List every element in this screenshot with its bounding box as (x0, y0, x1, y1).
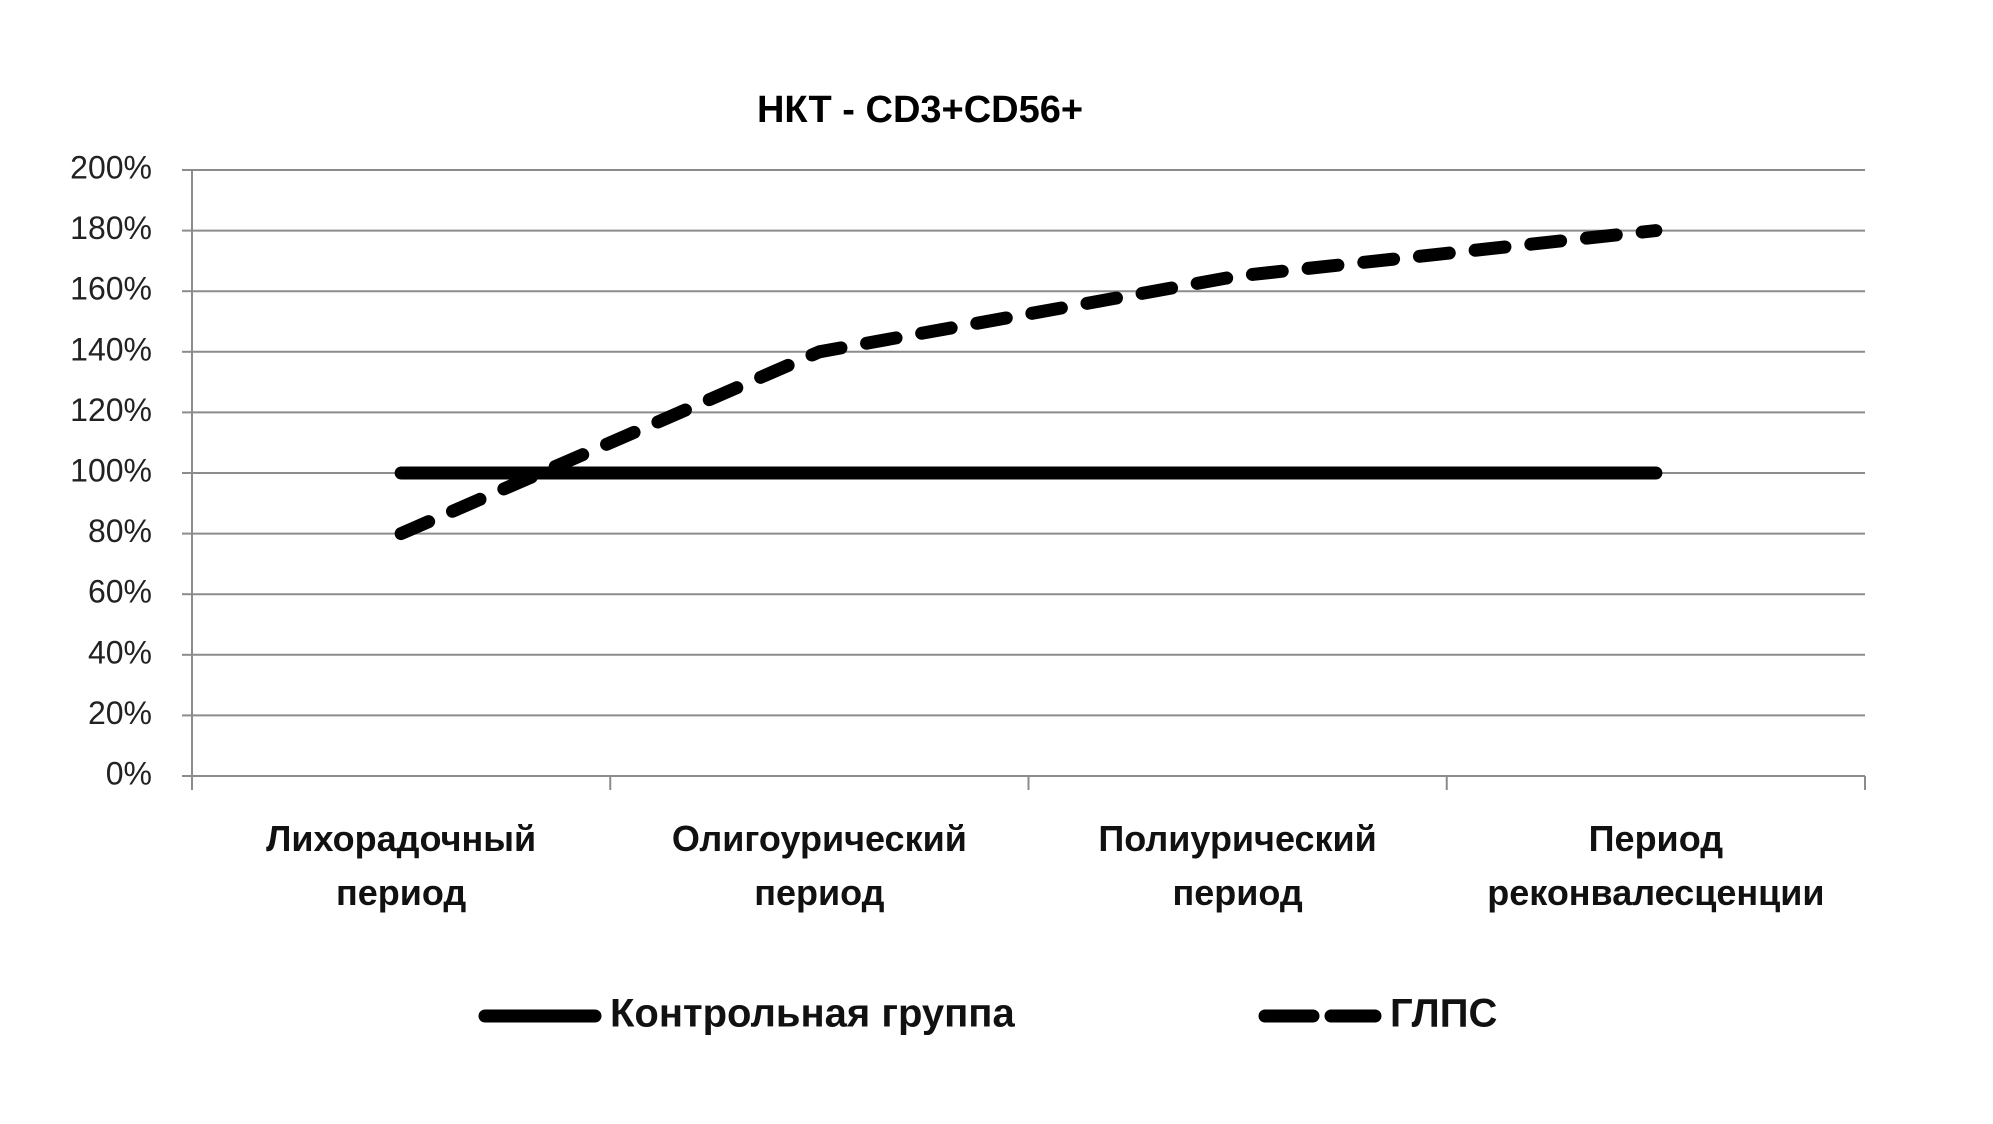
y-tick-label: 200% (70, 149, 152, 185)
y-tick-label: 40% (88, 634, 152, 670)
y-tick-label: 100% (70, 452, 152, 488)
legend-label: ГЛПС (1390, 992, 1497, 1036)
y-tick-label: 180% (70, 210, 152, 246)
x-tick-label: Олигоурический период (671, 818, 967, 913)
x-tick-label: Период реконвалесценции (1487, 818, 1825, 913)
y-tick-label: 0% (106, 755, 152, 791)
y-tick-label: 140% (70, 331, 152, 367)
y-tick-label: 120% (70, 392, 152, 428)
y-tick-label: 20% (88, 695, 152, 731)
series-line (394, 224, 1663, 541)
y-tick-label: 160% (70, 271, 152, 307)
chart-title: НКТ - CD3+CD56+ (757, 89, 1083, 131)
x-tick-label: Лихорадочный период (266, 818, 537, 913)
y-tick-label: 80% (88, 513, 152, 549)
y-tick-label: 60% (88, 574, 152, 610)
x-tick-label: Полиурический период (1098, 818, 1377, 913)
legend-label: Контрольная группа (610, 992, 1015, 1036)
